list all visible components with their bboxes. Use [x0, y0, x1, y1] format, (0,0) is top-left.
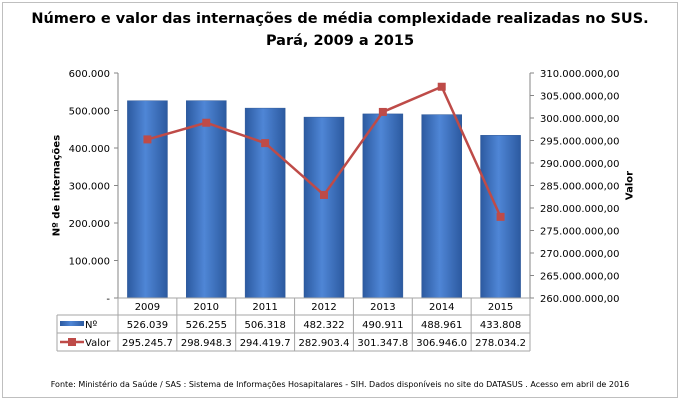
bar-2013 [362, 113, 404, 299]
table-cell-valor: 282.903.4 [299, 338, 350, 349]
table-header-2012: 2012 [311, 302, 336, 313]
table-cell-n: 482.322 [303, 320, 344, 331]
y2-tick-label: 275.000.000,00 [540, 227, 620, 238]
y-tick-label: 100.000 [69, 257, 110, 268]
table-cell-n: 433.808 [480, 320, 521, 331]
line-point-2009 [143, 135, 152, 144]
y2-tick-label: 290.000.000,00 [540, 159, 620, 170]
legend-label-valor: Valor [85, 338, 111, 349]
table-header-2010: 2010 [194, 302, 219, 313]
table-cell-n: 526.039 [127, 320, 168, 331]
legend-key-marker [68, 338, 76, 346]
table-cell-valor: 301.347.8 [357, 338, 408, 349]
chart-title: Número e valor das internações de média … [31, 11, 649, 27]
chart-subtitle: Pará, 2009 a 2015 [265, 33, 415, 49]
table-header-2015: 2015 [488, 302, 513, 313]
table-header-2013: 2013 [370, 302, 395, 313]
line-point-2010 [202, 118, 211, 127]
line-point-2012 [320, 190, 328, 199]
table-cell-valor: 278.034.2 [475, 338, 526, 349]
line-point-2013 [378, 107, 387, 116]
y2-tick-label: 260.000.000,00 [540, 294, 620, 305]
bar-2010 [186, 100, 227, 299]
y-tick-label: 500.000 [69, 107, 110, 118]
table-cell-n: 490.911 [362, 320, 403, 331]
legend-key-bar [60, 321, 84, 326]
table-cell-n: 506.318 [244, 320, 285, 331]
table-cell-n: 526.255 [186, 320, 227, 331]
y2-tick-label: 265.000.000,00 [540, 272, 620, 283]
bar-2009 [127, 100, 168, 299]
table-header-2011: 2011 [252, 302, 277, 313]
table-cell-valor: 306.946.0 [416, 338, 467, 349]
table-cell-valor: 295.245.7 [122, 338, 173, 349]
bar-2014 [421, 114, 462, 299]
table-header-2014: 2014 [429, 302, 454, 313]
y-tick-label: 600.000 [69, 69, 110, 80]
line-point-2015 [496, 212, 505, 221]
table-cell-n: 488.961 [421, 320, 462, 331]
bar-2012 [303, 116, 345, 299]
line-point-2011 [261, 139, 270, 148]
line-point-2014 [437, 82, 446, 91]
y-tick-label: 200.000 [69, 219, 110, 230]
table-cell-valor: 294.419.7 [240, 338, 291, 349]
y2-tick-label: 280.000.000,00 [540, 204, 620, 215]
table-cell-valor: 298.948.3 [181, 338, 232, 349]
y2-tick-label: 305.000.000,00 [540, 92, 620, 103]
y2-tick-label: 285.000.000,00 [540, 182, 620, 193]
y-tick-label: 400.000 [69, 144, 110, 155]
y2-tick-label: 295.000.000,00 [540, 137, 620, 148]
source-note: Fonte: Ministério da Saúde / SAS : Siste… [50, 380, 630, 389]
legend-label-n: Nº [85, 320, 97, 331]
y2-tick-label: 300.000.000,00 [540, 114, 620, 125]
bar-2011 [244, 107, 286, 299]
table-header-2009: 2009 [135, 302, 160, 313]
y2-tick-label: 310.000.000,00 [540, 69, 620, 80]
y-tick-label: 300.000 [69, 182, 110, 193]
y-tick-label: - [106, 294, 110, 305]
y2-tick-label: 270.000.000,00 [540, 249, 620, 260]
